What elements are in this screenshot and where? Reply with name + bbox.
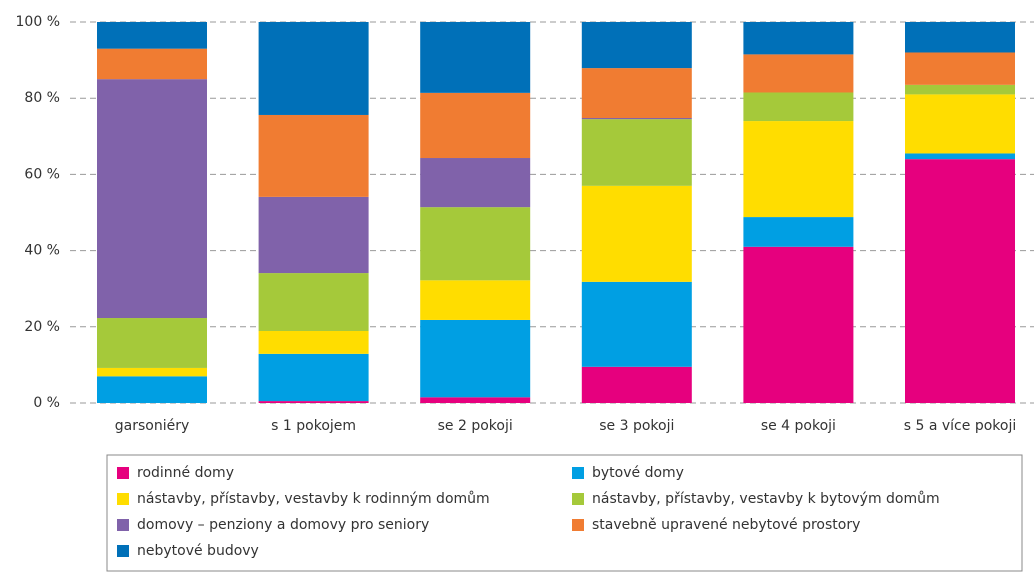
- legend-label: bytové domy: [592, 465, 684, 481]
- bar-segment: [420, 280, 531, 320]
- y-tick-label: 60 %: [24, 166, 60, 182]
- bar-segment: [420, 22, 531, 93]
- bar-segment: [258, 114, 369, 197]
- bar-segment: [905, 94, 1015, 154]
- bar-segment: [743, 121, 854, 218]
- y-tick-label: 40 %: [24, 243, 60, 259]
- x-tick-label: se 4 pokoji: [761, 418, 836, 434]
- bar-segment: [258, 330, 369, 354]
- y-tick-label: 80 %: [24, 90, 60, 106]
- bar-segment: [420, 397, 531, 403]
- bar-segment: [420, 319, 531, 398]
- bar-segment: [743, 217, 854, 247]
- bar-segment: [581, 366, 692, 403]
- legend-box: [106, 454, 1023, 572]
- y-tick-label: 20 %: [24, 319, 60, 335]
- legend-swatch: [572, 519, 584, 531]
- legend-swatch: [117, 493, 129, 505]
- bar-segment: [905, 22, 1015, 53]
- bar-segment: [581, 68, 692, 119]
- bar-segment: [905, 52, 1015, 85]
- legend-swatch: [572, 467, 584, 479]
- bar-segment: [905, 153, 1015, 160]
- bar-segment: [581, 119, 692, 186]
- legend-label: stavebně upravené nebytové prostory: [592, 517, 860, 533]
- bar-segment: [743, 22, 854, 55]
- bar-segment: [97, 79, 207, 319]
- y-tick-label: 100 %: [16, 14, 60, 30]
- bar-segment: [258, 401, 369, 403]
- bar-segment: [97, 48, 207, 80]
- bar-segment: [743, 246, 854, 403]
- legend-label: nástavby, přístavby, vestavby k rodinným…: [137, 491, 490, 507]
- bar-segment: [258, 196, 369, 274]
- bar-segment: [97, 376, 207, 403]
- bar-segment: [97, 22, 207, 49]
- bar-segment: [743, 92, 854, 122]
- bar-segment: [97, 367, 207, 377]
- bar-segment: [581, 22, 692, 69]
- bar-segment: [743, 54, 854, 93]
- legend-swatch: [117, 467, 129, 479]
- bar-segment: [905, 84, 1015, 95]
- bar-segment: [905, 159, 1015, 403]
- legend-swatch: [572, 493, 584, 505]
- x-tick-label: s 1 pokojem: [271, 418, 356, 434]
- legend-swatch: [117, 519, 129, 531]
- y-tick-label: 0 %: [33, 395, 60, 411]
- x-tick-label: se 2 pokoji: [438, 418, 513, 434]
- legend-label: domovy – penziony a domovy pro seniory: [137, 517, 429, 533]
- bar-segment: [258, 273, 369, 331]
- bar-segment: [258, 22, 369, 115]
- bar-segment: [420, 207, 531, 281]
- x-tick-label: garsoniéry: [115, 418, 190, 434]
- bar-segment: [581, 281, 692, 367]
- legend-label: nebytové budovy: [137, 543, 259, 559]
- bar-segment: [420, 158, 531, 208]
- legend-label: nástavby, přístavby, vestavby k bytovým …: [592, 491, 940, 507]
- x-tick-label: s 5 a více pokoji: [904, 418, 1016, 434]
- legend-swatch: [117, 545, 129, 557]
- bar-segment: [97, 318, 207, 368]
- bar-segment: [581, 118, 692, 120]
- x-tick-label: se 3 pokoji: [599, 418, 674, 434]
- bar-segment: [258, 353, 369, 402]
- legend-label: rodinné domy: [137, 465, 234, 481]
- bar-segment: [581, 185, 692, 282]
- bar-segment: [420, 92, 531, 159]
